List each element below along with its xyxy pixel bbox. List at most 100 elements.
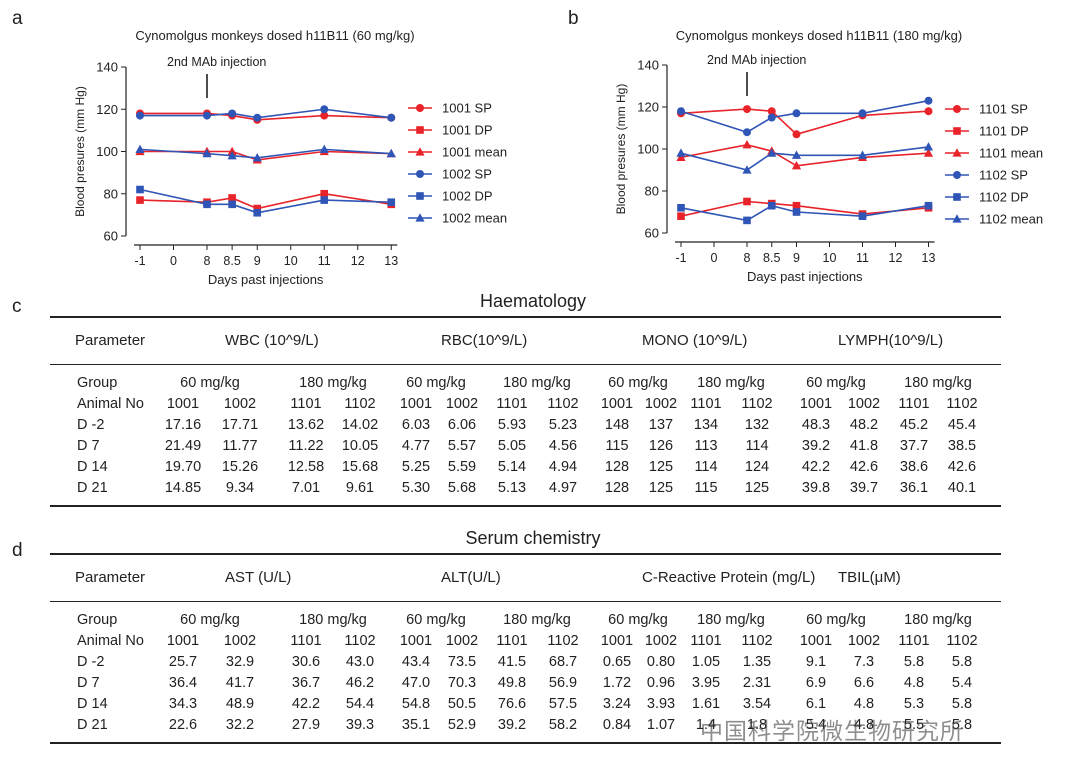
animal-label: Animal No	[77, 633, 144, 649]
table-cell: 41.5	[497, 654, 527, 670]
legend-label: 1001 mean	[442, 145, 507, 160]
table-cell: 42.6	[849, 459, 879, 475]
data-point	[227, 150, 237, 160]
animal-id: 1001	[399, 633, 433, 649]
table-cell: 11.22	[288, 438, 324, 454]
data-point	[253, 204, 262, 213]
legend-label: 1002 DP	[442, 189, 493, 204]
table-cell: 73.5	[447, 654, 477, 670]
legend-label: 1001 SP	[442, 101, 492, 116]
table-cell: 76.6	[497, 696, 527, 712]
table-cell: 17.71	[221, 417, 259, 433]
table-cell: 43.4	[401, 654, 431, 670]
table-cell: 9.34	[225, 480, 255, 496]
legend-label: 1102 SP	[979, 168, 1028, 183]
parameter-header: Parameter	[75, 332, 146, 349]
table-cell: 9.1	[805, 654, 827, 670]
data-point	[792, 130, 801, 139]
animal-id: 1002	[223, 396, 257, 412]
table-cell: 5.8	[951, 654, 973, 670]
table-cell: 32.2	[225, 717, 255, 733]
legend-marker	[952, 214, 962, 223]
y-tick-label: 140	[96, 60, 118, 75]
animal-id: 1102	[547, 633, 579, 649]
x-tick-label: 10	[823, 251, 837, 265]
data-point	[923, 148, 934, 157]
day-label: D 21	[77, 717, 108, 733]
parameter-name: AST (U/L)	[225, 569, 292, 586]
table-cell: 4.97	[548, 480, 578, 496]
table-cell: 57.5	[548, 696, 578, 712]
data-point	[924, 201, 933, 210]
bottom-rule	[50, 742, 1001, 744]
data-point	[743, 216, 751, 225]
animal-id: 1002	[445, 396, 479, 412]
x-tick-label: -1	[134, 254, 145, 268]
series-line	[680, 108, 929, 136]
y-tick-label: 60	[104, 229, 118, 244]
table-title: Serum chemistry	[465, 528, 601, 548]
data-point	[767, 107, 776, 116]
parameter-header: Parameter	[75, 569, 146, 586]
data-point	[228, 194, 236, 202]
table-cell: 40.1	[947, 480, 977, 496]
legend-label: 1102 mean	[979, 212, 1043, 227]
day-label: D 14	[77, 696, 108, 712]
legend-marker	[952, 148, 962, 157]
table-cell: 5.4	[805, 717, 827, 733]
day-label: D 21	[77, 480, 108, 496]
dose-group: 180 mg/kg	[299, 375, 367, 391]
table-cell: 5.23	[548, 417, 578, 433]
animal-id: 1102	[547, 396, 579, 412]
chart-title: Cynomolgus monkeys dosed h11B11 (180 mg/…	[676, 28, 962, 43]
animal-id: 1102	[741, 396, 773, 412]
table-cell: 3.93	[646, 696, 676, 712]
table-cell: 45.4	[947, 417, 977, 433]
blood-pressure-chart-60mgkg: Cynomolgus monkeys dosed h11B11 (60 mg/k…	[73, 28, 507, 287]
animal-id: 1101	[690, 396, 722, 412]
data-point	[136, 196, 144, 204]
legend-label: 1002 SP	[442, 167, 492, 182]
table-cell: 35.1	[401, 717, 431, 733]
animal-id: 1102	[741, 633, 773, 649]
table-cell: 21.49	[164, 438, 202, 454]
table-cell: 14.02	[341, 417, 379, 433]
table-cell: 4.56	[548, 438, 578, 454]
parameter-name: C-Reactive Protein (mg/L)	[642, 569, 816, 586]
x-tick-label: 9	[793, 251, 800, 265]
series-line	[140, 150, 392, 161]
watermark: 中国科学院微生物研究所	[700, 718, 964, 744]
data-point	[677, 212, 685, 220]
parameter-name: RBC(10^9/L)	[441, 332, 528, 349]
data-point	[924, 96, 933, 105]
x-tick-label: 9	[254, 254, 261, 268]
animal-id: 1001	[799, 633, 833, 649]
table-cell: 6.6	[853, 675, 875, 691]
table-cell: 4.8	[853, 717, 875, 733]
table-cell: 38.6	[899, 459, 929, 475]
series-line	[680, 143, 929, 167]
data-point	[791, 161, 802, 170]
data-point	[923, 142, 934, 151]
data-point	[858, 212, 867, 220]
series-line	[680, 146, 929, 171]
table-cell: 36.7	[291, 675, 321, 691]
legend-marker	[953, 105, 961, 113]
table-cell: 15.68	[341, 459, 379, 475]
group-label: Group	[77, 612, 118, 628]
data-point	[320, 189, 329, 198]
x-tick-label: 12	[351, 254, 365, 268]
animal-id: 1101	[690, 633, 722, 649]
legend-marker	[416, 126, 424, 134]
data-point	[252, 153, 262, 162]
data-point	[203, 111, 211, 120]
table-cell: 1.05	[691, 654, 721, 670]
table-cell: 4.8	[903, 675, 925, 691]
table-cell: 5.68	[447, 480, 477, 496]
annotation-label: 2nd MAb injection	[707, 53, 806, 67]
table-cell: 56.9	[548, 675, 578, 691]
table-cell: 0.96	[646, 675, 676, 691]
table-cell: 6.1	[805, 696, 827, 712]
table-cell: 6.03	[401, 417, 431, 433]
data-point	[253, 208, 262, 217]
